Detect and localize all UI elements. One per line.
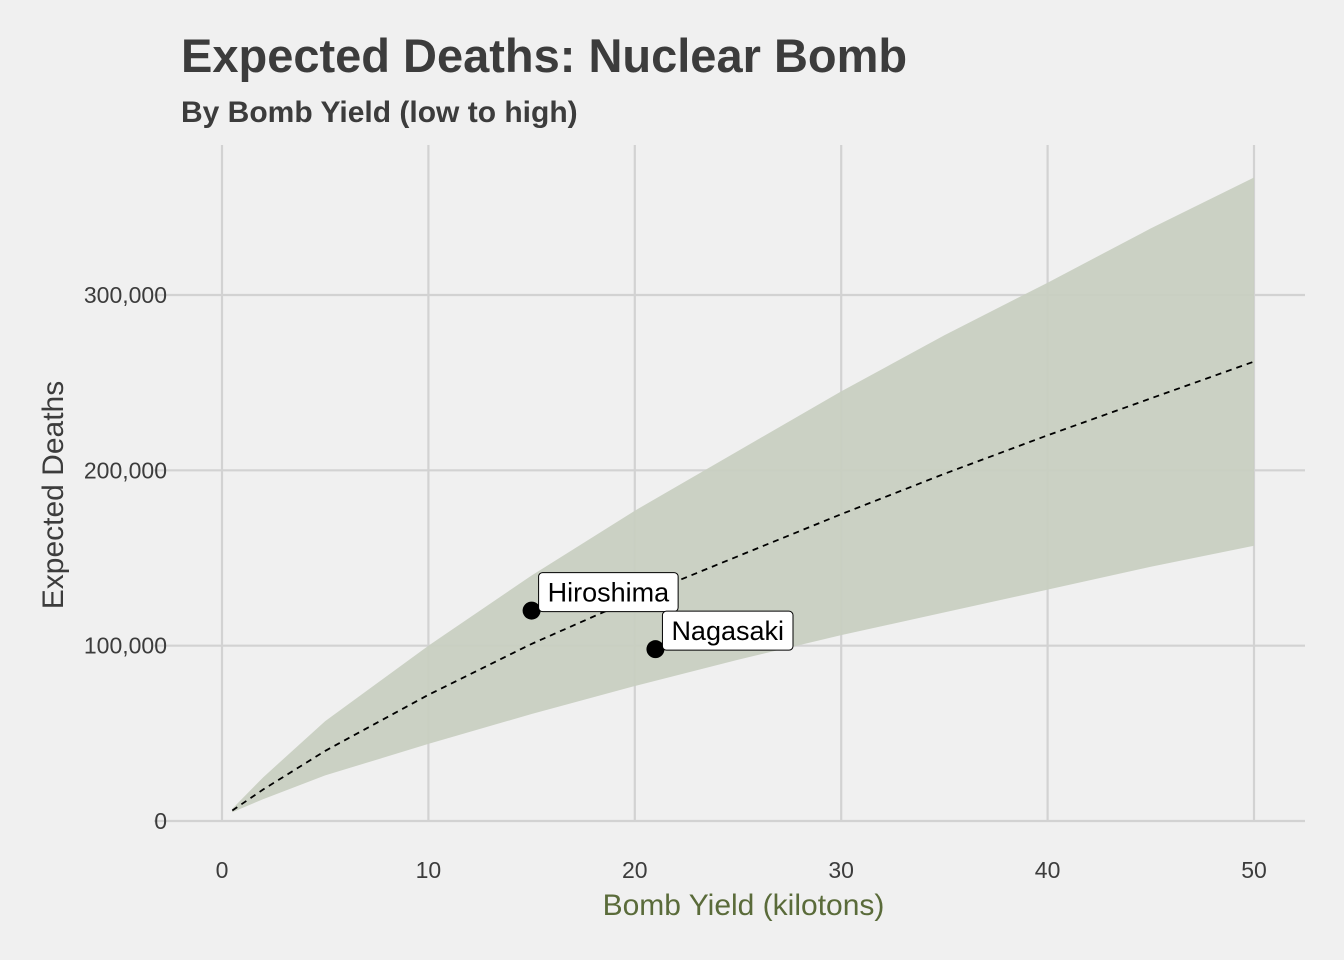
y-tick-label: 0 bbox=[154, 808, 167, 834]
tick-labels: 0 10 20 30 40 50 0 100,000 200,000 300,000 bbox=[84, 282, 1267, 883]
y-tick-label: 100,000 bbox=[84, 633, 167, 659]
trend-line-layer bbox=[231, 360, 1255, 812]
point-nagasaki bbox=[646, 640, 665, 659]
expected-deaths-line bbox=[231, 360, 1255, 812]
point-label-hiroshima: Hiroshima bbox=[548, 578, 671, 608]
y-axis-title: Expected Deaths bbox=[37, 381, 70, 609]
x-tick-label: 0 bbox=[216, 857, 229, 883]
confidence-band bbox=[232, 177, 1255, 813]
point-label-box-hiroshima bbox=[538, 572, 679, 613]
x-axis-title: Bomb Yield (kilotons) bbox=[603, 889, 885, 922]
confidence-band-layer bbox=[232, 177, 1255, 813]
y-tick-label: 300,000 bbox=[84, 282, 167, 308]
x-tick-label: 10 bbox=[416, 857, 442, 883]
chart-subtitle: By Bomb Yield (low to high) bbox=[181, 96, 578, 129]
point-label-nagasaki: Nagasaki bbox=[671, 616, 784, 646]
x-tick-label: 30 bbox=[828, 857, 854, 883]
x-tick-label: 50 bbox=[1241, 857, 1267, 883]
x-tick-label: 40 bbox=[1035, 857, 1061, 883]
x-tick-label: 20 bbox=[622, 857, 648, 883]
y-tick-label: 200,000 bbox=[84, 457, 167, 483]
chart-title: Expected Deaths: Nuclear Bomb bbox=[181, 29, 908, 82]
point-hiroshima bbox=[522, 601, 541, 620]
point-label-box-nagasaki bbox=[661, 610, 794, 651]
